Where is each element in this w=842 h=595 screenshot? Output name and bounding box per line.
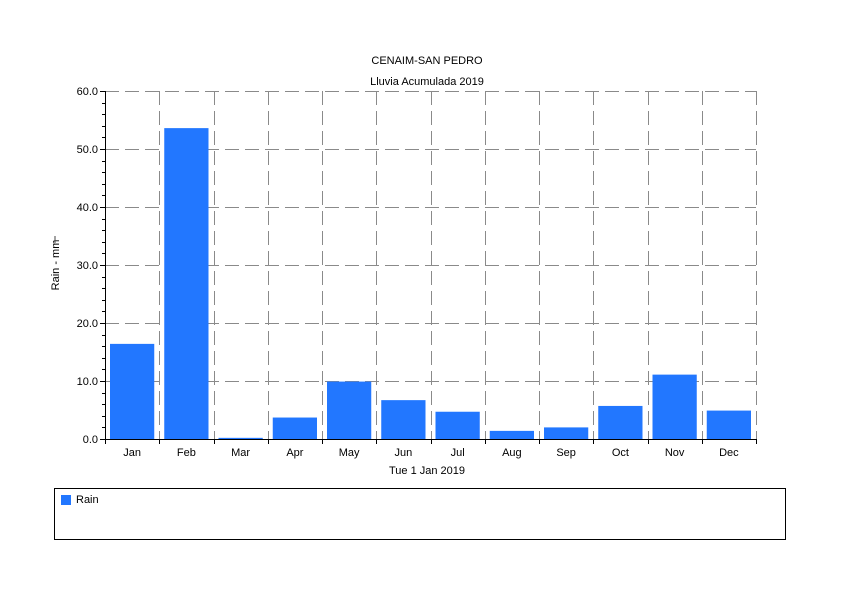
axes: 0.0 10.0 20.0 30.0 40.0 50.0 60.0 Jan Feb Mar Apr M…	[77, 86, 757, 459]
bar-dec	[706, 410, 751, 439]
bar-nov	[652, 374, 697, 439]
y-tick-label: 40.0	[77, 202, 98, 214]
x-tick-label: Jun	[395, 447, 413, 459]
x-tick-label: May	[339, 447, 360, 459]
x-tick-label: Jan	[123, 447, 141, 459]
bar-apr	[272, 417, 317, 439]
x-tick-label: Aug	[502, 447, 522, 459]
bar-jan	[110, 343, 155, 439]
bar-sep	[544, 427, 589, 439]
bars	[110, 128, 751, 439]
x-tick-label: Apr	[286, 447, 303, 459]
x-tick-label: Jul	[451, 447, 465, 459]
bar-mar	[218, 437, 263, 439]
legend-swatch-icon	[61, 495, 71, 505]
y-tick-label: 30.0	[77, 260, 98, 272]
bar-feb	[164, 128, 209, 439]
x-tick-label: Sep	[556, 447, 576, 459]
y-axis-label: Rain - mm	[50, 240, 62, 291]
x-axis-label: Tue 1 Jan 2019	[389, 465, 465, 477]
x-tick-label: Mar	[231, 447, 250, 459]
chart-subtitle: Lluvia Acumulada 2019	[370, 76, 484, 88]
bar-may	[327, 381, 372, 439]
x-tick-label: Feb	[177, 447, 196, 459]
y-tick-label: 60.0	[77, 86, 98, 98]
grid	[105, 91, 757, 439]
chart-title: CENAIM-SAN PEDRO	[371, 55, 483, 67]
bar-jun	[381, 400, 426, 439]
x-tick-label: Dec	[719, 447, 739, 459]
bar-jul	[435, 411, 480, 439]
x-tick-label: Oct	[612, 447, 629, 459]
legend: Rain	[54, 488, 786, 540]
bar-oct	[598, 405, 643, 439]
legend-item-rain: Rain	[61, 494, 99, 506]
y-tick-label: 0.0	[83, 434, 98, 446]
bar-aug	[489, 430, 534, 439]
legend-label: Rain	[76, 494, 99, 506]
y-tick-label: 10.0	[77, 376, 98, 388]
y-tick-label: 20.0	[77, 318, 98, 330]
x-tick-label: Nov	[665, 447, 685, 459]
y-tick-label: 50.0	[77, 144, 98, 156]
